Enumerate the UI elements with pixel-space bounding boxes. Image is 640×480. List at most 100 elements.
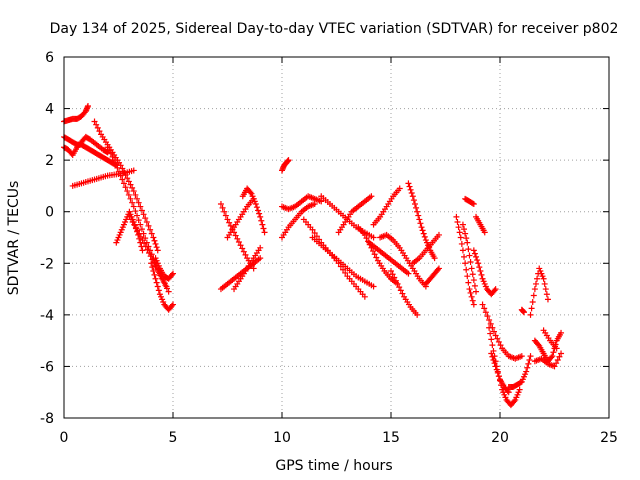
data-point	[114, 164, 121, 171]
data-point	[528, 305, 535, 312]
data-point	[153, 279, 160, 286]
data-point	[435, 265, 442, 272]
data-point	[470, 277, 477, 284]
data-point	[474, 257, 481, 264]
chart-title: Day 134 of 2025, Sidereal Day-to-day VTE…	[50, 21, 619, 37]
data-point	[125, 178, 132, 185]
data-point	[417, 220, 424, 227]
data-point	[531, 286, 538, 293]
data-point	[462, 230, 469, 237]
data-point	[527, 311, 534, 318]
data-point	[470, 247, 477, 254]
data-point	[414, 208, 421, 215]
data-point	[549, 353, 556, 360]
data-point	[234, 235, 241, 242]
data-point	[120, 180, 127, 187]
data-point	[414, 311, 421, 318]
data-point	[504, 387, 511, 394]
data-point	[465, 246, 472, 253]
data-point	[396, 284, 403, 291]
data-point	[478, 271, 485, 278]
data-point	[116, 168, 123, 175]
data-point	[370, 234, 377, 241]
data-point	[476, 264, 483, 271]
data-point	[431, 255, 438, 262]
data-point	[495, 338, 502, 345]
data-point	[239, 245, 246, 252]
data-point	[466, 252, 473, 259]
data-point	[529, 298, 536, 305]
data-point	[524, 364, 531, 371]
y-tick-label: 0	[45, 205, 54, 221]
data-point	[84, 102, 91, 109]
data-point	[492, 363, 499, 370]
data-point	[491, 328, 498, 335]
data-point	[492, 286, 499, 293]
data-point	[371, 251, 378, 258]
data-point	[411, 200, 418, 207]
data-point	[311, 229, 318, 236]
data-point	[135, 199, 142, 206]
y-tick-label: -8	[40, 411, 54, 427]
data-point	[434, 266, 441, 273]
data-point	[148, 260, 155, 267]
data-point	[468, 293, 475, 300]
x-tick-label: 15	[382, 430, 400, 446]
data-point	[520, 309, 527, 316]
data-point	[149, 264, 156, 271]
data-point	[505, 389, 512, 396]
data-point	[143, 219, 150, 226]
data-point	[164, 285, 171, 292]
data-point	[516, 386, 523, 393]
data-point	[242, 251, 249, 258]
data-point	[420, 230, 427, 237]
data-point	[467, 258, 474, 265]
data-point	[464, 239, 471, 246]
x-tick-label: 5	[169, 430, 178, 446]
data-point	[117, 162, 124, 169]
data-point	[475, 260, 482, 267]
data-point	[394, 280, 401, 287]
data-point	[119, 176, 126, 183]
data-point	[119, 165, 126, 172]
data-point	[469, 271, 476, 278]
data-point	[94, 124, 101, 131]
data-point	[487, 320, 494, 327]
data-point	[135, 217, 142, 224]
data-point	[392, 277, 399, 284]
x-tick-label: 0	[60, 430, 69, 446]
x-tick-label: 10	[273, 430, 291, 446]
data-point	[553, 345, 560, 352]
data-point	[490, 356, 497, 363]
data-point	[130, 167, 137, 174]
data-point	[489, 353, 496, 360]
data-point	[459, 247, 466, 254]
data-point	[142, 243, 149, 250]
data-point	[285, 157, 292, 164]
data-point	[122, 171, 129, 178]
data-point	[497, 342, 504, 349]
data-point	[469, 297, 476, 304]
data-point	[391, 274, 398, 281]
data-point	[154, 247, 161, 254]
data-point	[463, 235, 470, 242]
data-point	[471, 250, 478, 257]
data-point	[224, 216, 231, 223]
data-point	[134, 212, 141, 219]
data-point	[477, 268, 484, 275]
data-point	[255, 207, 262, 214]
data-point	[470, 200, 477, 207]
data-point	[406, 183, 413, 190]
data-point	[368, 193, 375, 200]
data-point	[217, 200, 224, 207]
data-point	[258, 217, 265, 224]
data-point	[461, 226, 468, 233]
data-point	[259, 221, 266, 228]
data-point	[137, 233, 144, 240]
data-point	[473, 288, 480, 295]
data-point	[219, 204, 226, 211]
data-point	[370, 248, 377, 255]
data-point	[554, 356, 561, 363]
data-point	[154, 266, 161, 273]
data-point	[117, 172, 124, 179]
